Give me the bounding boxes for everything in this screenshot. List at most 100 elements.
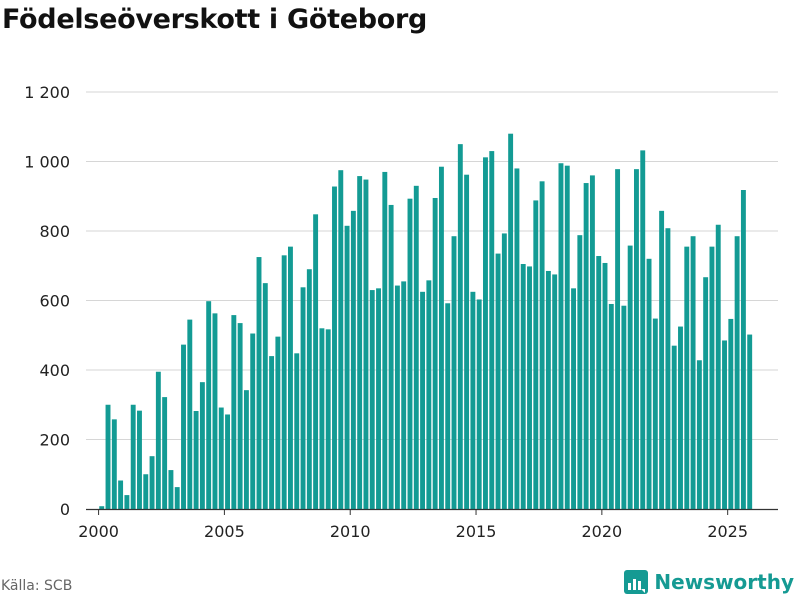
bar [678,326,683,509]
bar [181,344,186,509]
bar [143,474,149,509]
bar [111,419,117,509]
chart-title: Födelseöverskott i Göteborg [2,4,428,35]
bar [168,470,174,509]
brand-name: Newsworthy [654,570,794,594]
bar [193,411,199,509]
bar [627,245,633,509]
bar [734,236,740,509]
y-tick-label: 800 [39,222,70,241]
bar [313,214,319,509]
bar [696,360,702,509]
bar [495,253,501,509]
bar [665,228,671,509]
bar [690,236,696,509]
bar [608,303,614,509]
bar [306,269,312,509]
bar [545,270,551,509]
bar [250,333,256,509]
y-tick-label: 0 [60,500,70,519]
bar [652,318,658,509]
bar [363,179,369,509]
x-tick-label: 2000 [78,522,119,541]
bar [640,150,646,509]
bar [344,225,350,510]
bar [728,318,734,509]
y-tick-label: 400 [39,361,70,380]
bar [514,168,520,509]
x-tick-label: 2015 [456,522,497,541]
bar [394,285,400,509]
bar [558,163,564,510]
x-tick-label: 2025 [707,522,748,541]
bar [596,256,602,509]
bar [99,506,105,509]
bar [740,190,746,509]
newsworthy-logo: Newsworthy [624,570,794,594]
bar [520,264,526,509]
bar [722,340,727,509]
bar [199,382,205,509]
bar [218,407,224,509]
bar [288,246,293,509]
bar [564,165,570,510]
bar [338,170,344,509]
axes: 0 200 400 600 800 1 000 1 200 2000 2005 2010 2015 2… [24,83,778,541]
bar [124,495,130,509]
bar [388,204,394,509]
x-tick-label: 2020 [581,522,622,541]
y-tick-label: 600 [39,292,70,311]
bar [137,410,142,509]
bar [407,198,413,509]
bar [527,266,532,509]
bar [589,175,595,509]
bar [489,151,495,509]
bar [615,169,621,509]
bar [684,246,690,509]
bar [552,274,558,509]
bar [187,319,193,509]
bar [225,414,230,509]
bar [451,236,457,509]
bar [413,185,419,509]
bar [634,169,639,509]
bar [747,334,753,509]
bar [709,246,715,509]
bar [231,315,237,509]
bar [577,235,583,510]
bar [130,404,136,509]
bar [571,288,576,509]
bar [671,345,677,509]
bar [376,288,381,509]
y-tick-label: 1 200 [24,83,70,102]
bar [715,224,721,509]
bar [155,371,161,509]
bar [533,200,539,510]
bar [426,280,432,509]
bar [703,277,709,509]
bar [483,157,488,509]
bar [281,255,287,509]
bar [350,210,356,509]
bar [659,210,665,509]
bar [438,166,444,509]
bar [325,329,331,509]
bar [646,258,652,509]
bar [508,133,514,509]
bar [470,291,476,509]
bar [162,397,168,509]
x-tick-label: 2005 [204,522,245,541]
bar [206,301,212,509]
bar [105,404,111,509]
source-note: Källa: SCB [1,578,73,594]
bar [275,336,281,509]
bar-series [99,133,753,510]
bar [401,281,407,509]
bar [294,353,300,509]
bar [476,299,482,509]
bar [621,305,627,509]
bar [174,487,180,509]
bar [457,144,463,510]
bar [118,480,124,509]
bar [357,176,363,509]
